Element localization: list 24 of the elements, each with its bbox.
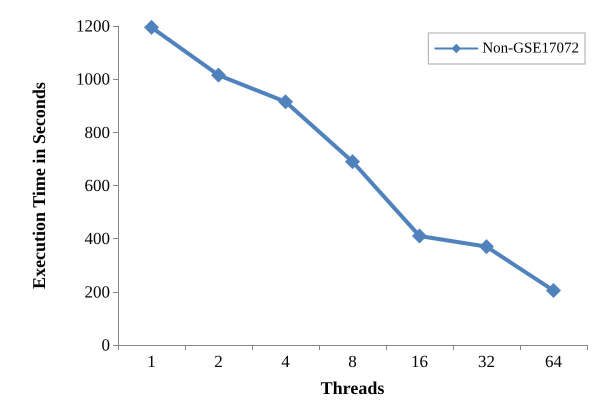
y-tick-label: 400 [84, 229, 110, 248]
point [345, 154, 360, 170]
legend-label: Non-GSE17072 [482, 40, 580, 56]
x-tick-label: 16 [411, 352, 428, 371]
y-tick-label: 0 [102, 336, 110, 354]
y-tick-label: 800 [84, 122, 110, 142]
y-tick-label: 1200 [76, 16, 110, 36]
y-tick-label: 1000 [76, 70, 110, 89]
point [278, 94, 293, 110]
point [211, 68, 226, 83]
point [479, 239, 494, 254]
point [546, 283, 561, 298]
x-tick-label: 32 [478, 352, 495, 371]
x-axis-title: Threads [320, 378, 384, 398]
x-tick-label: 4 [281, 352, 290, 371]
x-tick-label: 64 [545, 352, 562, 371]
y-tick-label: 600 [84, 176, 110, 195]
x-tick-label: 1 [147, 352, 156, 371]
x-tick-label: 2 [214, 352, 223, 371]
x-tick-label: 8 [348, 352, 357, 371]
y-tick-label: 200 [84, 282, 110, 302]
point [144, 20, 159, 35]
y-axis-title: Execution Time in Seconds [29, 82, 49, 289]
point [412, 228, 427, 244]
